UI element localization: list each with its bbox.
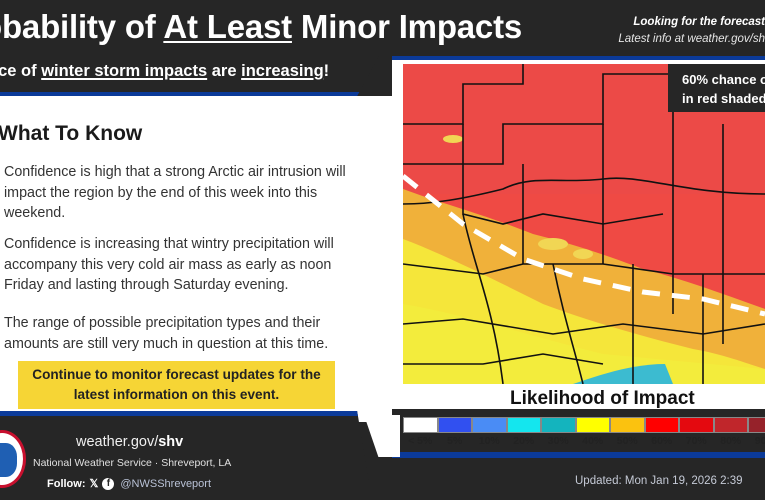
legend-label: 90% — [754, 435, 765, 447]
paragraph-2: Confidence is increasing that wintry pre… — [4, 236, 334, 293]
subheader-post: ! — [323, 62, 330, 80]
impact-map — [403, 64, 765, 384]
legend-label: 40% — [582, 435, 604, 447]
legend-label: 50% — [616, 435, 638, 447]
bottom-accent-bar — [392, 452, 765, 458]
legend-swatch-50 — [610, 417, 645, 433]
footer-follow: Follow: 𝕏 f @NWSShreveport — [47, 477, 211, 490]
subheader-text: nce of winter storm impacts are increasi… — [0, 62, 329, 81]
legend-swatch-60 — [644, 417, 679, 433]
legend-label: 10% — [478, 435, 500, 447]
legend-swatch-70 — [679, 417, 714, 433]
forecast-note-line2[interactable]: Latest info at weather.gov/sh — [618, 33, 765, 45]
social-handle[interactable]: @NWSShreveport — [120, 477, 212, 490]
paragraph-3: The range of possible precipitation type… — [4, 315, 329, 352]
forecast-link-note: Looking for the forecast Latest info at … — [618, 14, 765, 48]
legend-swatch-40 — [575, 417, 610, 433]
subheader-underline-2: increasing — [241, 62, 324, 80]
footer-website[interactable]: weather.gov/shv — [76, 434, 183, 450]
footer-divider-shape — [364, 415, 400, 457]
subheader-pre: nce of — [0, 62, 37, 80]
legend-swatch-10 — [472, 417, 507, 433]
paragraph-1: Confidence is high that a strong Arctic … — [4, 164, 346, 221]
legend-label: 30% — [547, 435, 569, 447]
title-text-pre: obability of — [0, 8, 164, 45]
map-annotation-line1: 60% chance or — [682, 72, 765, 87]
map-annotation-line2: in red shaded — [682, 91, 765, 106]
subheader-underline-1: winter storm impacts — [41, 62, 208, 80]
legend-swatch-90 — [748, 417, 765, 433]
legend-label: 80% — [720, 435, 742, 447]
legend-label: < 5% — [408, 435, 433, 447]
forecast-note-line1: Looking for the forecast — [633, 16, 765, 28]
legend-label: 5% — [447, 435, 463, 447]
follow-label: Follow: — [47, 477, 86, 490]
subheader-mid: are — [207, 62, 242, 80]
legend-swatch-80 — [713, 417, 748, 433]
legend-label: 60% — [651, 435, 673, 447]
x-twitter-icon[interactable]: 𝕏 — [89, 478, 99, 490]
legend-label: 20% — [513, 435, 535, 447]
map-annotation: 60% chance or in red shaded — [668, 64, 765, 112]
footer-website-bold: shv — [158, 434, 184, 450]
legend-labels: < 5% 5% 10% 20% 30% 40% 50% 60% 70% 80% … — [403, 435, 765, 447]
legend-swatch-lt5 — [403, 417, 438, 433]
legend-swatch-5 — [437, 417, 472, 433]
impact-map-graphic — [403, 64, 765, 384]
section-heading: What To Know — [0, 122, 143, 145]
legend-swatch-30 — [541, 417, 576, 433]
updated-timestamp: Updated: Mon Jan 19, 2026 2:39 — [575, 475, 743, 487]
callout-box: Continue to monitor forecast updates for… — [18, 361, 335, 409]
legend-swatch-20 — [506, 417, 541, 433]
map-container — [392, 56, 765, 409]
footer-office: National Weather Service · Shreveport, L… — [33, 457, 232, 469]
title-text-post: Minor Impacts — [291, 8, 523, 45]
page-title: obability of At Least Minor Impacts — [0, 8, 522, 46]
legend-label: 70% — [685, 435, 707, 447]
subheader-banner — [0, 54, 380, 96]
title-text-underlined: At Least — [163, 8, 292, 45]
legend-title: Likelihood of Impact — [510, 388, 695, 409]
footer-website-pre: weather.gov/ — [76, 434, 159, 450]
footer-bar — [0, 411, 372, 500]
legend-swatches — [403, 417, 765, 433]
facebook-icon[interactable]: f — [102, 477, 115, 490]
